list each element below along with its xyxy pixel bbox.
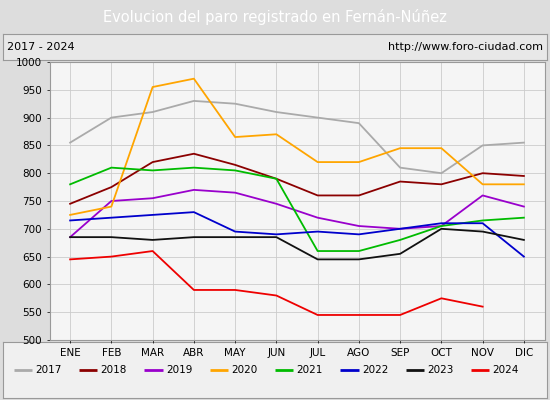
Text: 2019: 2019 — [166, 365, 192, 375]
Text: Evolucion del paro registrado en Fernán-Núñez: Evolucion del paro registrado en Fernán-… — [103, 9, 447, 25]
Text: http://www.foro-ciudad.com: http://www.foro-ciudad.com — [388, 42, 543, 52]
Text: 2017 - 2024: 2017 - 2024 — [7, 42, 75, 52]
Text: 2023: 2023 — [427, 365, 454, 375]
Text: 2021: 2021 — [296, 365, 323, 375]
Text: 2020: 2020 — [231, 365, 257, 375]
Text: 2018: 2018 — [101, 365, 127, 375]
Text: 2024: 2024 — [493, 365, 519, 375]
Text: 2022: 2022 — [362, 365, 388, 375]
Text: 2017: 2017 — [35, 365, 62, 375]
